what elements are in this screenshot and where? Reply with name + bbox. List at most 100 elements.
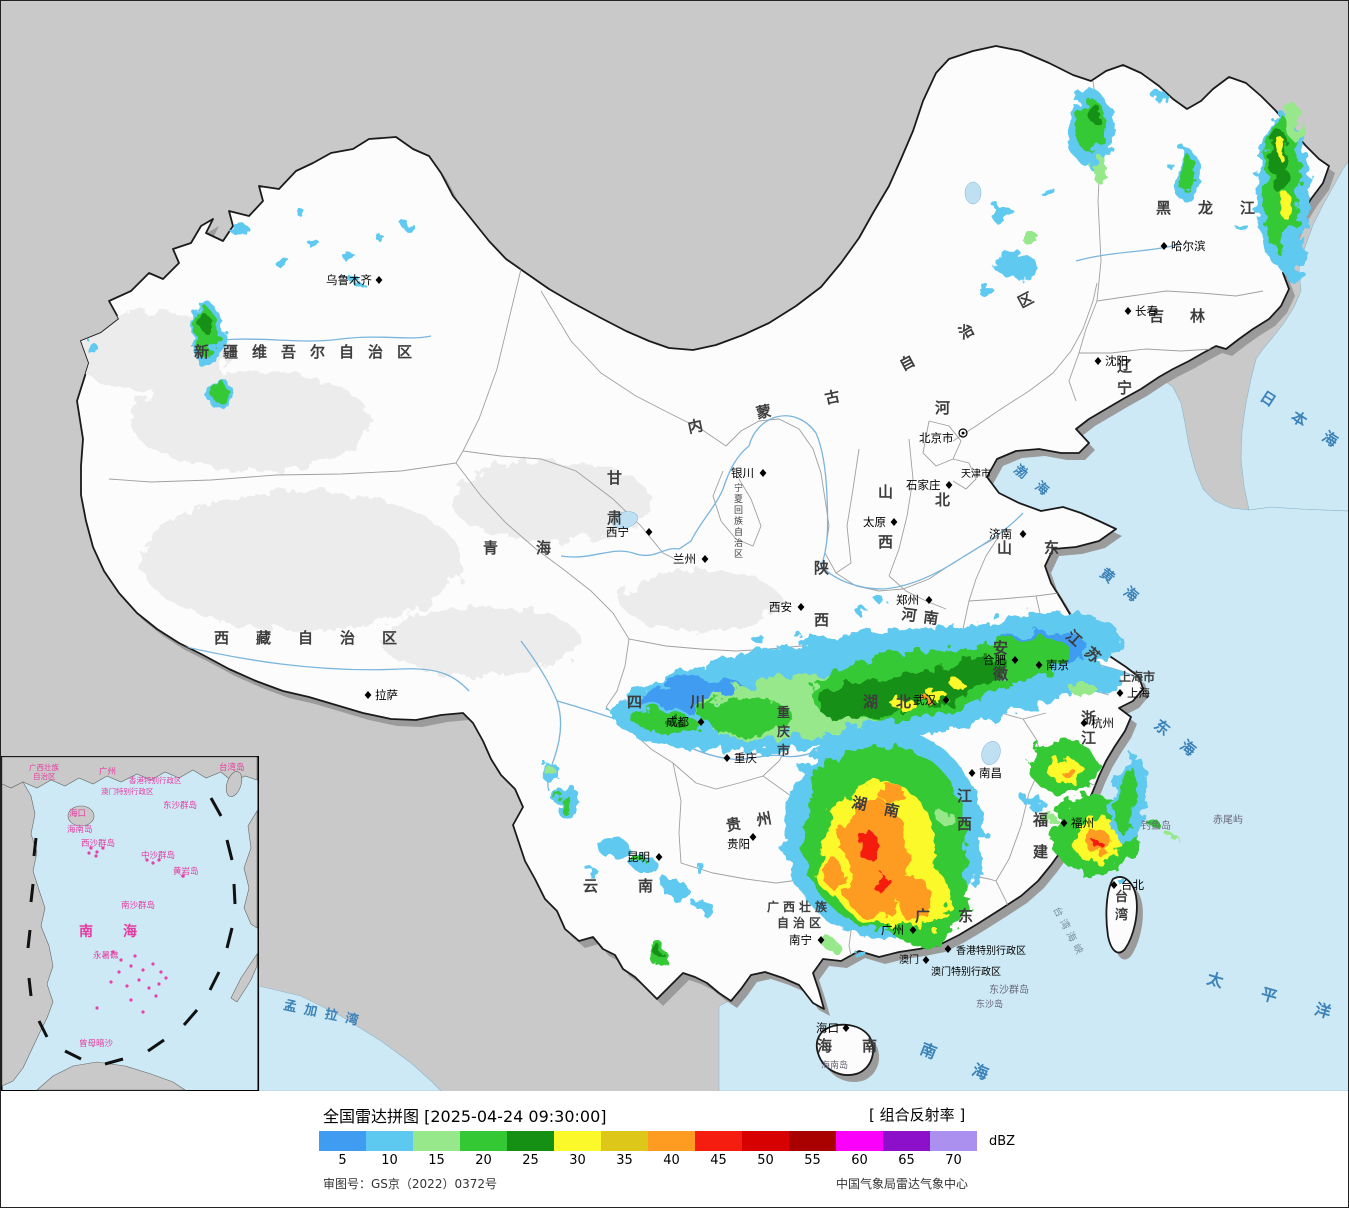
inset-label-nanhai: 南海: [79, 923, 167, 940]
yarlung-river: [160, 640, 470, 692]
province-label-qinghai: 青海: [483, 539, 589, 557]
legend-tick: 20: [475, 1153, 492, 1168]
province-label-shanghai: 上海市: [1119, 669, 1155, 684]
colorbar-swatch: [460, 1131, 507, 1151]
province-label-liaoning: 辽宁: [1117, 357, 1132, 397]
dbz-colorbar: [319, 1131, 977, 1151]
colorbar-swatch: [648, 1131, 695, 1151]
product-name: [ 组合反射率 ]: [869, 1106, 966, 1124]
province-label-heilongjiang: 黑龙江: [1156, 199, 1282, 217]
dbz-tick-labels: 5 10 15 20 25 30 35 40 45 50 55 60 65 70: [319, 1153, 977, 1168]
legend-footer: 全国雷达拼图 [2025-04-24 09:30:00] [ 组合反射率 ] 5…: [1, 1091, 1348, 1207]
legend-tick: 10: [381, 1153, 398, 1168]
province-label-henan: 河南: [900, 605, 946, 629]
city-label-chongqing: 重庆: [734, 751, 757, 765]
inset-label-dongsha: 东沙群岛: [163, 800, 197, 811]
inset-label-taiwandao: 台湾岛: [219, 762, 245, 773]
legend-tick: 60: [851, 1153, 868, 1168]
colorbar-swatch: [366, 1131, 413, 1151]
province-label-guangxi: 广西壮族: [767, 899, 831, 914]
colorbar-swatch: [789, 1131, 836, 1151]
city-markers: [364, 242, 1168, 1032]
colorbar-swatch: [742, 1131, 789, 1151]
city-label-haikou: 海口: [816, 1021, 839, 1035]
province-label-hainan: 海南: [817, 1037, 907, 1055]
city-label-hangzhou: 杭州: [1091, 716, 1114, 730]
province-label-guangdong: 广东: [915, 907, 1001, 925]
tarim-river: [190, 335, 432, 347]
island-label-hainandao: 海南岛: [821, 1059, 848, 1071]
inset-label-guangzhou: 广州: [99, 766, 116, 777]
city-label-nanchang: 南昌: [979, 766, 1002, 780]
city-label-guiyang: 贵阳: [727, 837, 750, 851]
colorbar-swatch: [319, 1131, 366, 1151]
city-label-aomen: 澳门: [899, 953, 919, 966]
colorbar-swatch: [883, 1131, 930, 1151]
city-label-tianjin: 天津市: [961, 467, 991, 480]
city-label-hefei: 合肥: [983, 653, 1006, 667]
city-label-zhengzhou: 郑州: [896, 593, 919, 607]
city-label-yinchuan: 银川: [731, 466, 754, 480]
colorbar-swatch: [695, 1131, 742, 1151]
echo-coastal-fujian: [1023, 740, 1178, 882]
inset-label-yongshu: 永暑礁: [93, 950, 119, 961]
city-label-fuzhou: 福州: [1071, 816, 1094, 830]
city-label-xian: 西安: [769, 600, 792, 614]
province-label-shanxi: 山西: [878, 483, 893, 551]
sea-of-japan: [1240, 161, 1348, 512]
inset-label-guangxi-2: 自治区: [33, 771, 56, 781]
city-label-shenyang: 沈阳: [1105, 354, 1128, 368]
province-label-anhui: 安徽: [992, 639, 1009, 683]
dbz-unit-label: dBZ: [989, 1134, 1016, 1149]
echo-southwest: [543, 598, 886, 966]
province-label-xizang: 西藏自治区: [214, 629, 424, 647]
city-label-changchun: 长春: [1135, 304, 1158, 318]
agency-credit: 中国气象局雷达气象中心: [836, 1177, 969, 1191]
city-labels: 乌鲁木齐 哈尔滨 长春 沈阳 北京市 天津市 石家庄 太原 济南 郑州 西安 银…: [326, 239, 1206, 1035]
city-label-xining: 西宁: [606, 525, 629, 539]
city-label-beijing: 北京市: [919, 431, 954, 445]
province-label-xinjiang: 新疆维吾尔自治区: [194, 343, 426, 361]
city-label-nanning: 南宁: [789, 933, 812, 947]
province-label-guangxi-2: 自治区: [777, 915, 825, 930]
city-label-chengdu: 成都: [666, 715, 689, 729]
city-label-wuhan: 武汉: [913, 693, 936, 707]
echo-central-band: [611, 612, 1128, 752]
inset-label-nansha: 南沙群岛: [121, 900, 155, 911]
china-radar-map: 黑龙江 吉林 辽宁 内蒙古 自治区 新疆维吾尔自治区 西藏自治区 青海 甘肃 宁…: [1, 1, 1348, 1091]
city-label-taibei: 台北: [1121, 878, 1144, 892]
legend-tick: 70: [945, 1153, 962, 1168]
inset-label-guangxi: 广西壮族: [29, 762, 59, 772]
echo-xinjiang: [89, 210, 415, 411]
city-label-taiyuan: 太原: [863, 515, 886, 529]
inset-land: [1, 756, 258, 1091]
colorbar-swatch: [554, 1131, 601, 1151]
province-label-yunnan: 云南: [583, 877, 693, 895]
inset-label-huangyan: 黄岩岛: [173, 866, 199, 877]
colorbar-swatch: [836, 1131, 883, 1151]
yellow-river: [560, 415, 1024, 590]
map-approval-number: 审图号：GS京（2022）0372号: [323, 1177, 497, 1191]
inset-island-dots: [87, 846, 185, 1014]
capital-marker-icon: [958, 428, 968, 438]
city-label-aomen-full: 澳门特别行政区: [931, 965, 1001, 978]
inset-label-xianggang: 香港特别行政区: [129, 775, 182, 785]
legend-tick: 45: [710, 1153, 727, 1168]
legend-tick: 35: [616, 1153, 633, 1168]
island-label-dongshadao: 东沙岛: [976, 998, 1003, 1010]
echo-northeast: [978, 91, 1309, 296]
legend-tick: 50: [757, 1153, 774, 1168]
legend-tick: 25: [522, 1153, 539, 1168]
colorbar-swatch: [601, 1131, 648, 1151]
city-label-wulumuqi: 乌鲁木齐: [326, 273, 372, 287]
echo-hunan-jiangxi: [783, 728, 983, 945]
province-label-hebei: 河北: [935, 399, 950, 509]
city-label-shijiazhuang: 石家庄: [906, 478, 941, 492]
province-label-jiangxi: 江西: [957, 787, 972, 833]
province-label-shaanxi: 陕西: [814, 559, 829, 629]
island-label-diaoyudao: 钓鱼岛: [1141, 819, 1171, 832]
south-china-sea-inset: 广西壮族 自治区 广州 香港特别行政区 澳门特别行政区 台湾岛 东沙群岛 海口 …: [1, 756, 259, 1091]
inset-label-zengmu: 曾母暗沙: [79, 1038, 114, 1049]
sea-areas: [258, 161, 1348, 1091]
city-label-lanzhou: 兰州: [673, 552, 696, 566]
